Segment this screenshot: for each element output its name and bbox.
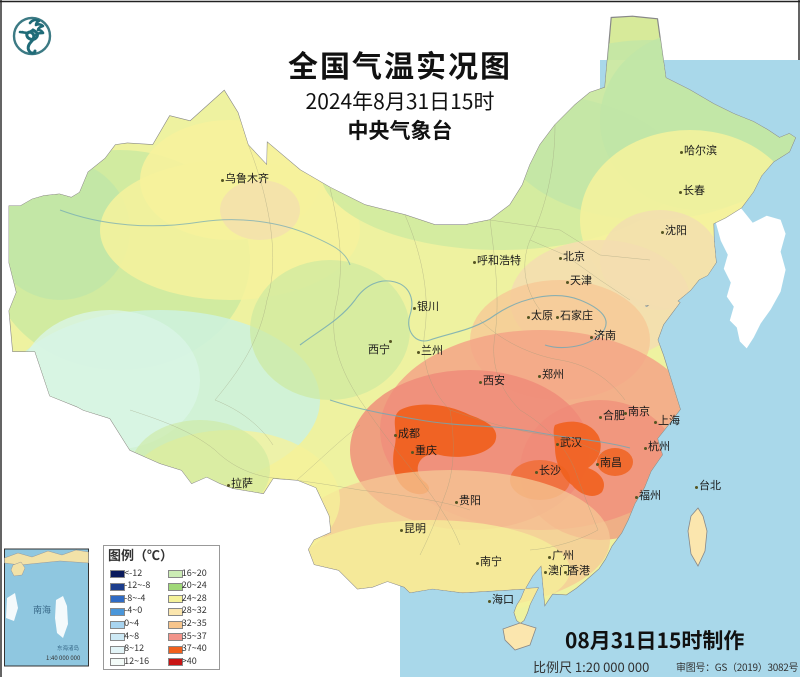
- svg-text:东海渚岛: 东海渚岛: [57, 644, 80, 652]
- svg-text:南海: 南海: [33, 603, 51, 616]
- svg-text:1:40 000 000: 1:40 000 000: [46, 653, 81, 662]
